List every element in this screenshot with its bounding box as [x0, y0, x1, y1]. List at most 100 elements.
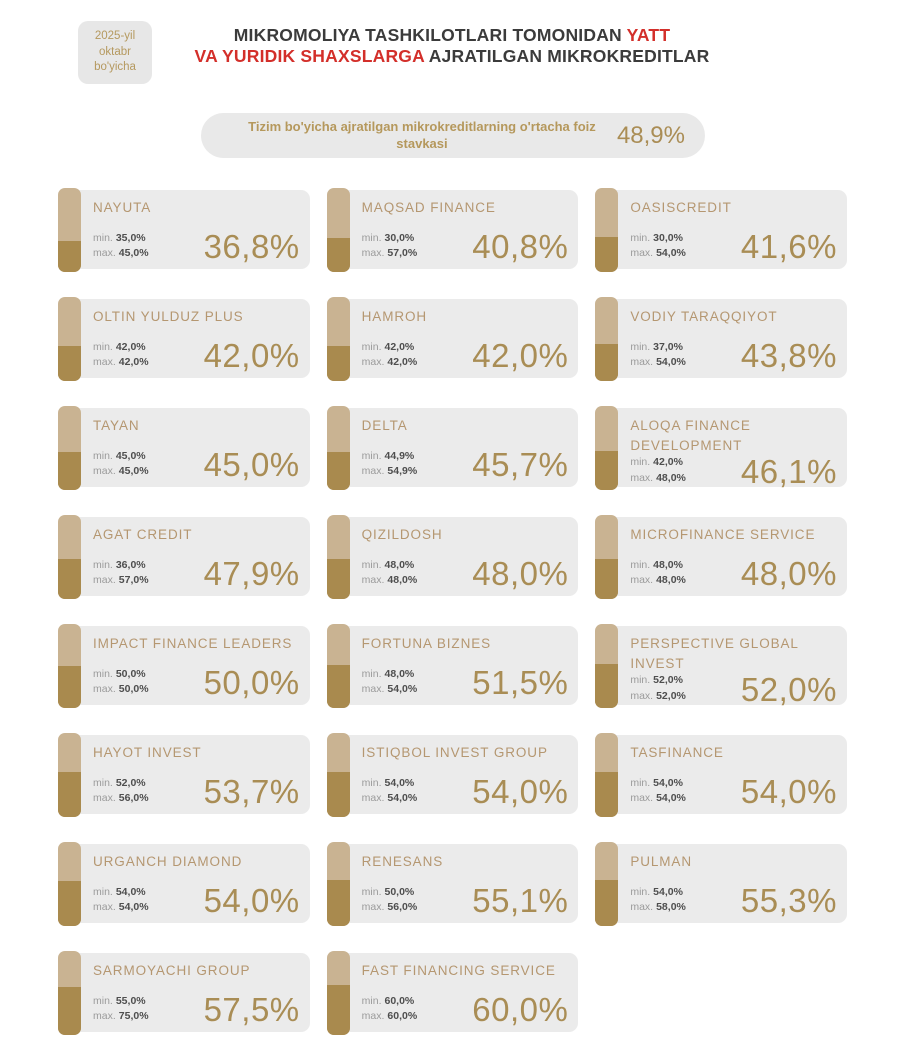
min-value: 48,0%: [384, 558, 415, 571]
org-card-bottom: min. 45,0% max. 45,0% 45,0%: [93, 448, 300, 481]
min-value: 52,0%: [115, 776, 146, 789]
org-name: NAYUTA: [93, 200, 152, 215]
org-card-bottom: min. 42,0% max. 48,0% 46,1%: [630, 455, 837, 488]
org-card-bottom: min. 37,0% max. 54,0% 43,8%: [630, 339, 837, 372]
org-card-body: RENESANS min. 50,0% max. 56,0% 55,1%: [362, 844, 579, 923]
min-value: 54,0%: [653, 885, 683, 898]
min-value: 42,0%: [653, 456, 683, 469]
avg-rate-value: 45,7%: [472, 446, 569, 484]
org-card: FAST FINANCING SERVICE min. 60,0% max. 60,…: [326, 951, 579, 1035]
avg-rate-value: 48,0%: [472, 555, 569, 593]
rate-level-bar: [595, 188, 619, 272]
max-row: max. 50,0%: [93, 682, 149, 698]
min-row: min. 37,0%: [630, 340, 686, 356]
rate-level-fill: [595, 771, 619, 817]
min-label: min.: [630, 456, 651, 469]
min-row: min. 30,0%: [362, 231, 418, 247]
min-row: min. 45,0%: [93, 449, 149, 465]
org-card: FORTUNA BIZNES min. 48,0% max. 54,0% 51,5%: [326, 624, 579, 708]
avg-rate-value: 54,0%: [740, 773, 837, 811]
min-value: 54,0%: [115, 885, 146, 898]
rate-level-fill: [58, 880, 81, 926]
org-card-bottom: min. 30,0% max. 57,0% 40,8%: [362, 230, 569, 263]
min-row: min. 35,0%: [93, 231, 149, 247]
org-card-bottom: min. 60,0% max. 60,0% 60,0%: [362, 991, 569, 1029]
rate-level-fill: [326, 345, 350, 381]
min-row: min. 42,0%: [630, 455, 686, 471]
min-max-block: min. 52,0% max. 56,0%: [93, 776, 149, 808]
max-value: 48,0%: [387, 574, 418, 587]
org-card-bottom: min. 48,0% max. 48,0% 48,0%: [630, 557, 837, 590]
min-max-block: min. 52,0% max. 52,0%: [630, 673, 686, 705]
org-card: OASISCREDIT min. 30,0% max. 54,0% 41,6%: [595, 188, 847, 272]
min-row: min. 48,0%: [630, 558, 686, 574]
max-label: max.: [93, 356, 116, 369]
max-value: 58,0%: [656, 901, 686, 914]
rate-level-bar: [595, 733, 619, 817]
org-card-body: MICROFINANCE SERVICE min. 48,0% max. 48,0%…: [630, 517, 847, 596]
avg-rate-value: 51,5%: [472, 664, 569, 702]
max-label: max.: [630, 356, 654, 369]
min-value: 50,0%: [115, 667, 146, 680]
rate-level-bar: [326, 406, 350, 490]
org-card: MICROFINANCE SERVICE min. 48,0% max. 48,0%…: [595, 515, 847, 599]
org-card-body: ALOQA FINANCE DEVELOPMENT min. 42,0% max.…: [630, 408, 847, 488]
rate-level-bar: [58, 624, 81, 708]
max-label: max.: [93, 683, 116, 696]
org-name: MICROFINANCE SERVICE: [630, 527, 816, 542]
rate-level-fill: [58, 986, 81, 1035]
min-label: min.: [630, 558, 651, 571]
max-value: 52,0%: [656, 689, 686, 702]
rate-level-bar: [326, 515, 350, 599]
min-label: min.: [93, 776, 113, 789]
period-line-3: bo'yicha: [94, 61, 136, 74]
rate-level-fill: [595, 664, 619, 708]
org-name: TASFINANCE: [630, 745, 724, 760]
org-name: HAMROH: [361, 309, 428, 324]
min-label: min.: [361, 449, 382, 462]
min-max-block: min. 48,0% max. 48,0%: [630, 558, 686, 590]
min-row: min. 30,0%: [630, 231, 686, 247]
org-name: IMPACT FINANCE LEADERS: [93, 636, 293, 651]
rate-level-bar: [326, 188, 350, 272]
org-card-bottom: min. 54,0% max. 58,0% 55,3%: [630, 884, 837, 917]
max-value: 57,0%: [118, 574, 149, 587]
max-row: max. 54,0%: [362, 791, 418, 807]
rate-level-fill: [58, 452, 81, 490]
org-card: VODIY TARAQQIYOT min. 37,0% max. 54,0% 43,…: [595, 297, 847, 381]
min-value: 55,0%: [115, 994, 146, 1007]
org-name: FORTUNA BIZNES: [361, 636, 492, 651]
min-max-block: min. 54,0% max. 54,0%: [93, 885, 149, 917]
org-card-bottom: min. 54,0% max. 54,0% 54,0%: [362, 775, 569, 808]
org-card-body: SARMOYACHI GROUP min. 55,0% max. 75,0% 57,…: [93, 953, 310, 1032]
org-card: TAYAN min. 45,0% max. 45,0% 45,0%: [58, 406, 310, 490]
org-card: RENESANS min. 50,0% max. 56,0% 55,1%: [326, 842, 579, 926]
min-max-block: min. 42,0% max. 42,0%: [93, 340, 149, 372]
max-value: 45,0%: [118, 247, 149, 260]
org-card: ALOQA FINANCE DEVELOPMENT min. 42,0% max.…: [595, 406, 847, 490]
min-max-block: min. 60,0% max. 60,0%: [362, 994, 418, 1026]
max-value: 50,0%: [118, 683, 149, 696]
org-card-bottom: min. 44,9% max. 54,9% 45,7%: [362, 446, 569, 484]
rate-level-fill: [58, 558, 81, 599]
title-line2-black: AJRATILGAN MIKROKREDITLAR: [424, 46, 710, 67]
avg-rate-value: 60,0%: [472, 991, 569, 1029]
org-card-body: PERSPECTIVE GLOBAL INVEST min. 52,0% max.…: [630, 626, 847, 706]
org-card: TASFINANCE min. 54,0% max. 54,0% 54,0%: [595, 733, 847, 817]
max-label: max.: [361, 792, 385, 805]
rate-level-bar: [595, 842, 619, 926]
rate-level-fill: [326, 451, 350, 490]
min-max-block: min. 42,0% max. 48,0%: [630, 455, 686, 487]
min-label: min.: [361, 885, 382, 898]
org-name: OASISCREDIT: [630, 200, 732, 215]
min-max-block: min. 44,9% max. 54,9%: [362, 449, 418, 481]
rate-level-bar: [326, 733, 350, 817]
org-card: DELTA min. 44,9% max. 54,9% 45,7%: [326, 406, 579, 490]
max-row: max. 58,0%: [630, 900, 686, 916]
rate-level-fill: [326, 664, 350, 708]
max-row: max. 60,0%: [362, 1009, 418, 1025]
min-value: 48,0%: [384, 667, 415, 680]
rate-level-bar: [58, 951, 81, 1035]
rate-level-fill: [595, 237, 619, 272]
system-average-label: Tizim bo'yicha ajratilgan mikrokreditlar…: [248, 118, 596, 151]
